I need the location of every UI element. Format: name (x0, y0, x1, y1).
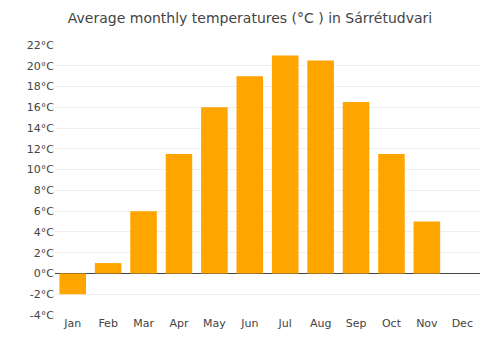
svg-text:20°C: 20°C (27, 60, 54, 73)
svg-text:-2°C: -2°C (30, 288, 54, 301)
svg-text:0°C: 0°C (34, 267, 54, 280)
svg-text:Aug: Aug (310, 317, 331, 330)
svg-text:12°C: 12°C (27, 143, 54, 156)
svg-text:18°C: 18°C (27, 80, 54, 93)
svg-text:8°C: 8°C (34, 184, 54, 197)
svg-text:22°C: 22°C (27, 39, 54, 52)
svg-text:14°C: 14°C (27, 122, 54, 135)
svg-text:4°C: 4°C (34, 226, 54, 239)
svg-text:6°C: 6°C (34, 205, 54, 218)
svg-text:Oct: Oct (382, 317, 402, 330)
svg-text:Average monthly temperatures (: Average monthly temperatures (°C ) in Sá… (68, 10, 432, 26)
svg-text:Feb: Feb (98, 317, 117, 330)
svg-text:10°C: 10°C (27, 163, 54, 176)
svg-text:Sep: Sep (346, 317, 367, 330)
svg-text:Mar: Mar (133, 317, 154, 330)
svg-text:-4°C: -4°C (30, 309, 54, 322)
svg-text:May: May (203, 317, 226, 330)
svg-text:2°C: 2°C (34, 247, 54, 260)
svg-text:16°C: 16°C (27, 101, 54, 114)
svg-text:Apr: Apr (169, 317, 189, 330)
svg-text:Jul: Jul (278, 317, 292, 330)
svg-text:Nov: Nov (416, 317, 438, 330)
svg-text:Jan: Jan (63, 317, 81, 330)
svg-text:Dec: Dec (452, 317, 473, 330)
svg-text:Jun: Jun (240, 317, 258, 330)
